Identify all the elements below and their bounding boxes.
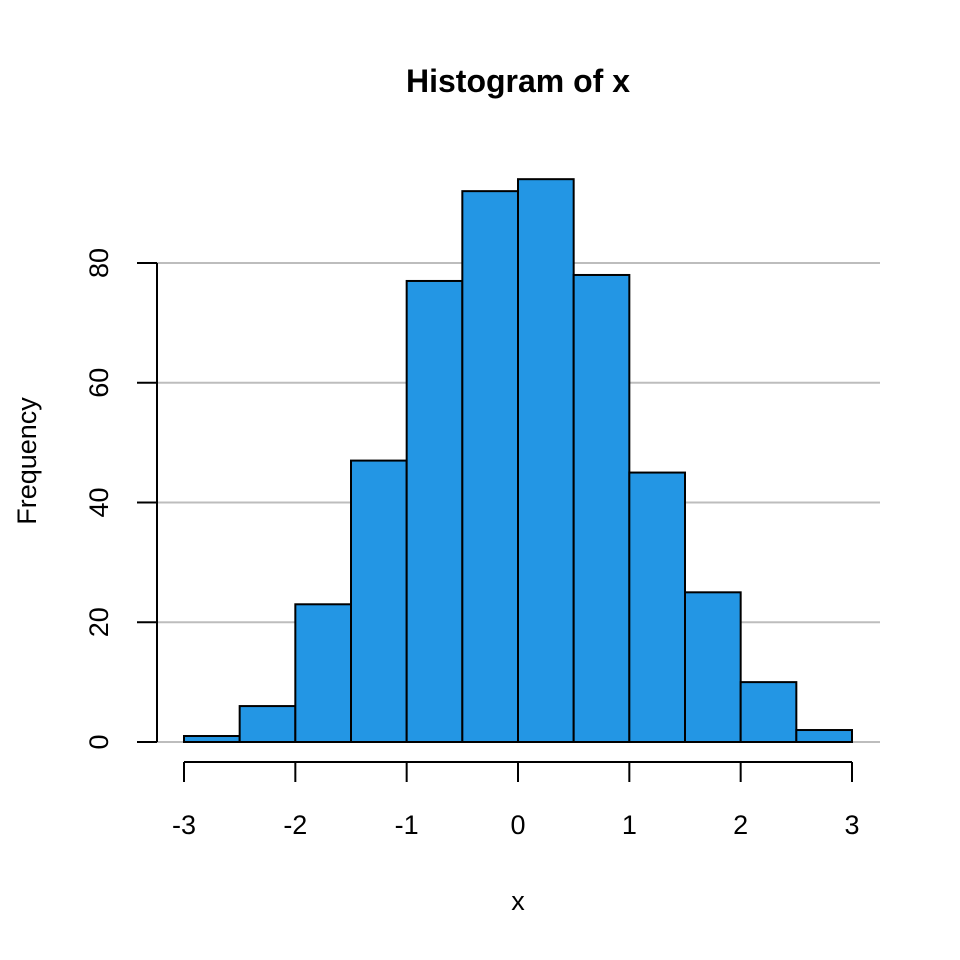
x-tick-label-2: -1 [395,810,419,840]
bar-5 [461,190,520,743]
bar-8 [628,471,686,743]
bar-1 [238,705,297,744]
bar-10 [739,681,798,743]
x-tick-label-3: 0 [510,810,525,840]
x-tick-label-5: 2 [733,810,748,840]
bar-2 [294,603,353,743]
y-tick-label-2: 40 [84,487,114,517]
bar-9 [684,591,742,743]
x-tick-label-0: -3 [172,810,196,840]
chart-title: Histogram of x [406,63,630,99]
y-tick-label-4: 80 [84,248,114,278]
histogram-bars [183,178,853,744]
x-axis: -3 -2 -1 0 1 2 3 [172,761,860,840]
y-tick-label-0: 0 [84,734,114,749]
bar-6 [517,178,575,744]
bar-4 [405,279,464,743]
x-tick-label-1: -2 [283,810,307,840]
y-axis-label: Frequency [12,397,42,525]
x-axis-label: x [511,886,525,916]
y-axis: 0 20 40 60 80 [84,248,158,750]
y-tick-label-3: 60 [84,368,114,398]
x-tick-label-4: 1 [622,810,637,840]
bar-3 [350,459,408,743]
bar-11 [795,729,853,744]
y-tick-label-1: 20 [84,607,114,637]
bar-7 [572,273,631,743]
x-tick-label-6: 3 [844,810,859,840]
bar-0 [183,735,241,744]
